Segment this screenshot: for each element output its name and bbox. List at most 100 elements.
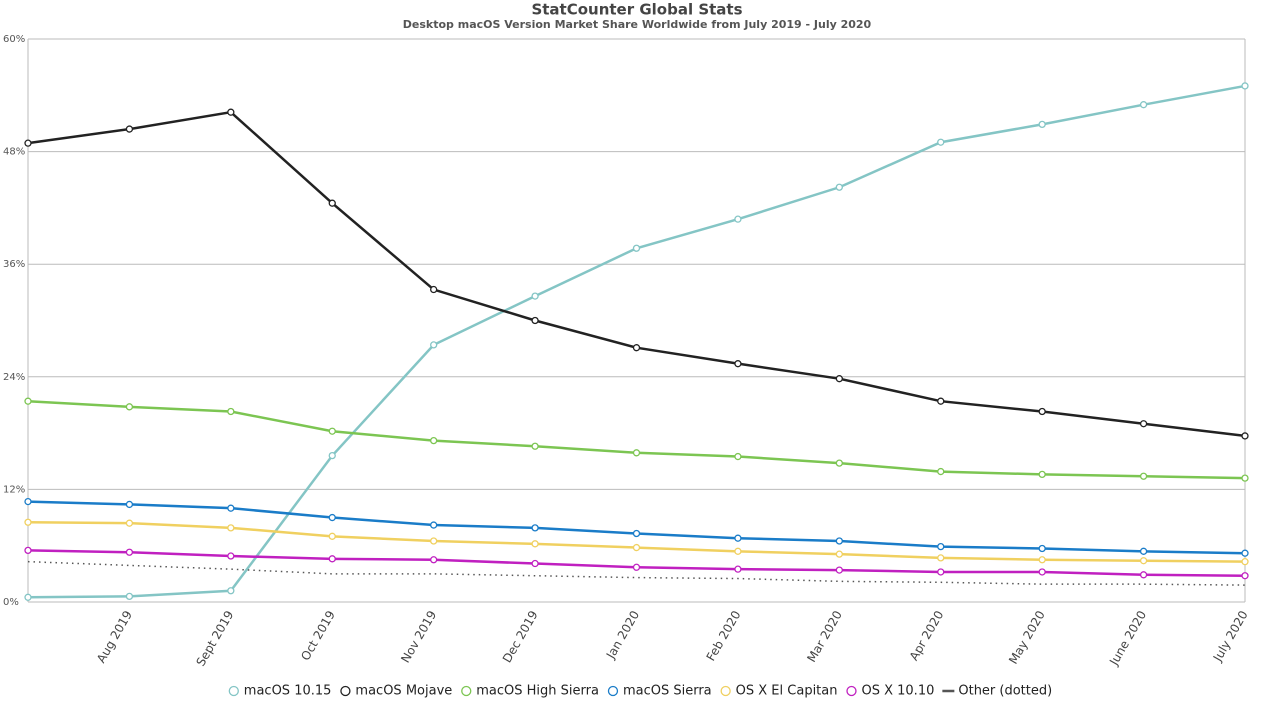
data-point [125,403,134,411]
data-point [328,555,336,563]
data-point [24,593,32,601]
data-point [227,504,235,512]
data-point [1139,557,1148,565]
data-point [430,556,438,564]
legend-marker [340,685,351,697]
x-tick-label: July 2020 [1210,608,1251,664]
series-line [27,84,1246,599]
data-point [1241,558,1249,566]
legend-label: macOS Sierra [623,684,712,699]
legend-label: macOS Mojave [355,684,452,699]
data-point [125,519,134,527]
data-point [531,559,539,568]
data-point [24,518,32,526]
data-point [1038,120,1046,129]
data-point [632,543,641,552]
data-point [937,138,945,146]
data-point [632,344,641,352]
data-point [632,529,641,538]
x-tick-label: May 2020 [1006,608,1048,666]
data-point [227,108,235,116]
legend-marker [607,685,619,697]
x-tick-label: Apr 2020 [907,608,947,663]
x-tick-label: June 2020 [1106,608,1149,668]
data-point [227,552,235,560]
data-point [1241,432,1249,440]
legend: macOS 10.15 macOS Mojave macOS High Sierra… [228,684,1052,699]
data-point [734,452,742,461]
series-line [27,549,1246,577]
x-tick-label: Mar 2020 [804,608,845,664]
legend-label: OS X 10.10 [861,684,934,699]
data-point [734,547,742,555]
data-point [1038,544,1046,553]
data-point [1241,549,1249,557]
data-point [328,427,336,435]
y-tick-label: 12% [3,484,25,495]
data-point [632,449,641,457]
data-point [328,199,336,207]
data-point [1241,474,1249,482]
data-point [734,565,742,573]
data-point [1139,420,1148,428]
legend-marker [461,685,472,697]
chart-subtitle: Desktop macOS Version Market Share World… [403,18,872,31]
data-point [937,568,945,576]
data-point [1241,572,1249,580]
data-point [24,139,32,147]
legend-label: OS X El Capitan [736,684,838,699]
data-point [430,341,438,349]
legend-marker [846,685,857,697]
data-point [1139,547,1148,555]
data-point [1038,568,1046,576]
legend-marker [720,685,731,697]
data-point [531,292,539,300]
data-point [125,548,134,556]
data-point [1139,472,1148,480]
data-point [430,285,438,294]
data-point [835,537,843,545]
data-point [328,513,336,522]
data-point [328,451,336,460]
data-point [125,592,134,601]
data-point [835,550,843,558]
data-point [734,534,742,542]
data-point [1038,407,1046,416]
x-tick-label: Feb 2020 [704,608,744,663]
data-point [835,566,843,574]
x-tick-label: Jan 2020 [603,608,642,662]
legend-label: macOS 10.15 [244,684,332,699]
data-point [430,436,438,445]
x-tick-label: Aug 2019 [94,608,135,665]
data-point [1038,470,1046,479]
x-tick-label: Sept 2019 [193,608,236,668]
data-point [24,497,32,506]
x-tick-label: Oct 2019 [298,608,338,663]
data-point [531,442,539,450]
data-point [1139,571,1148,579]
data-point [1139,101,1148,109]
legend-label: Other (dotted) [958,684,1052,699]
data-point [125,125,134,133]
y-tick-label: 0% [3,597,19,608]
legend-label: macOS High Sierra [476,684,599,699]
data-point [734,215,742,223]
data-point [1038,556,1046,564]
data-point [531,540,539,548]
data-point [430,537,438,545]
data-point [531,524,539,532]
data-point [937,554,945,562]
x-tick-label: Dec 2019 [500,608,541,665]
data-point [632,244,641,252]
data-point [227,524,235,532]
data-point [734,360,742,368]
data-point [835,375,843,383]
data-point [227,587,235,595]
y-tick-label: 48% [3,147,25,158]
data-point [227,407,235,416]
x-tick-label: Nov 2019 [398,608,439,665]
legend-marker [228,685,239,697]
y-tick-label: 24% [3,372,25,383]
y-tick-label: 60% [3,34,25,45]
